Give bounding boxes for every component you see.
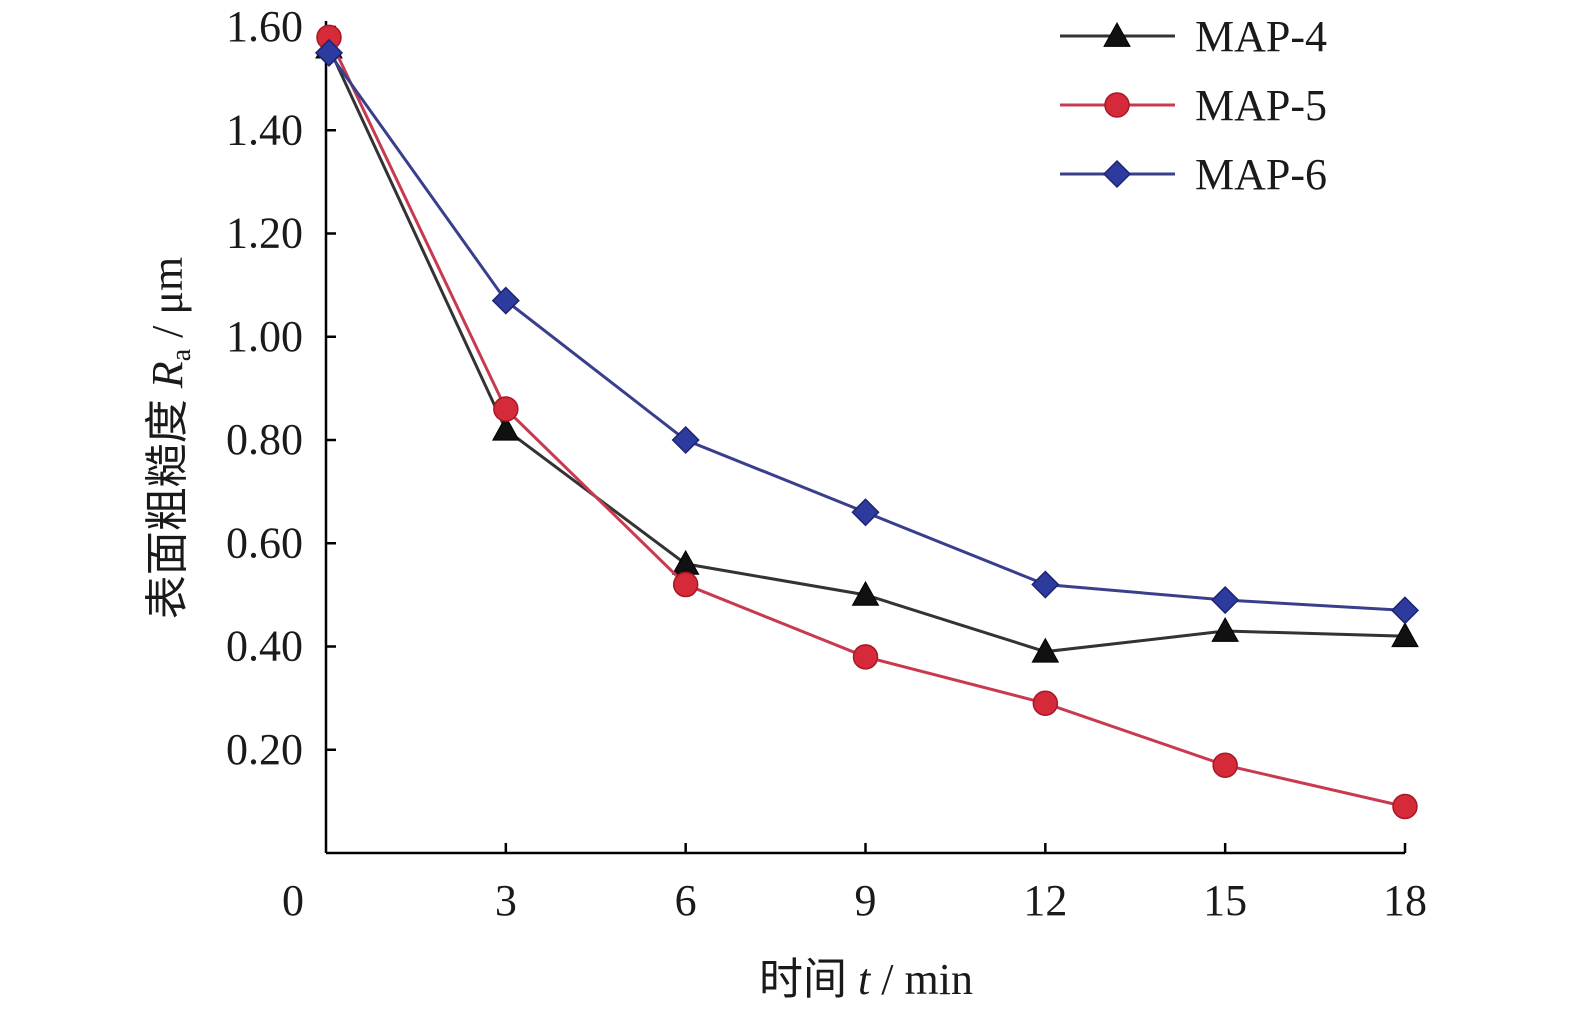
data-point-map-4 <box>671 549 700 575</box>
x-tick-label: 3 <box>495 876 517 925</box>
y-axis-title-variable: R <box>143 361 192 389</box>
y-tick-label: 0.20 <box>226 725 303 774</box>
y-axis-title-subscript: a <box>166 348 197 361</box>
data-point-map-4 <box>1391 622 1419 648</box>
data-point-map-4 <box>851 580 880 606</box>
legend-item-map-6: MAP-6 <box>1060 150 1327 199</box>
data-point-map-5 <box>1032 690 1059 717</box>
y-tick-label: 1.20 <box>226 209 303 258</box>
data-point-map-6 <box>1390 596 1420 625</box>
data-point-map-4 <box>1211 616 1240 642</box>
data-point-map-6 <box>491 286 520 315</box>
x-tick-label: 18 <box>1383 876 1427 925</box>
x-axis-title-prefix: 时间 <box>759 955 858 1004</box>
legend-label-map-6: MAP-6 <box>1195 150 1327 199</box>
legend-marker-map-5 <box>1104 92 1130 118</box>
x-axis-title: 时间 t / min <box>759 955 973 1004</box>
data-point-map-6 <box>314 38 344 67</box>
x-axis-title-unit: / min <box>870 955 973 1004</box>
data-point-map-5 <box>672 571 699 598</box>
y-tick-label: 1.00 <box>226 312 303 361</box>
legend-item-map-5: MAP-5 <box>1060 81 1327 130</box>
x-tick-label: 15 <box>1203 876 1247 925</box>
data-point-map-4 <box>491 415 520 441</box>
y-tick-label: 0.80 <box>226 415 303 464</box>
legend-label-map-4: MAP-4 <box>1195 12 1327 61</box>
x-tick-label: 9 <box>855 876 877 925</box>
legend-marker-map-6 <box>1102 159 1132 189</box>
legend: MAP-4 MAP-5 MAP-6 <box>1060 12 1327 199</box>
data-point-map-6 <box>1031 570 1060 599</box>
series-layer <box>314 24 1420 820</box>
data-point-map-6 <box>1211 585 1240 615</box>
x-tick-label: 12 <box>1023 876 1067 925</box>
y-tick-label: 0.60 <box>226 518 303 567</box>
legend-marker-map-4 <box>1103 21 1131 47</box>
legend-label-map-5: MAP-5 <box>1195 81 1327 130</box>
data-point-map-6 <box>671 425 700 455</box>
y-tick-label: 1.40 <box>226 105 303 154</box>
data-point-map-4 <box>1031 637 1060 663</box>
data-point-map-5 <box>1392 793 1418 820</box>
data-point-map-5 <box>852 644 879 670</box>
axes: 0 3 6 9 12 15 18 0.20 0.40 0.60 0.80 1.00 1.20 1.40 1.… <box>226 2 1427 925</box>
series-line-map-4 <box>327 47 1406 654</box>
x-tick-label: 6 <box>675 876 697 925</box>
y-axis-title: 表面粗糙度 Ra / μm <box>143 257 197 619</box>
series-line-map-6 <box>327 51 1406 612</box>
y-axis-title-unit: / μm <box>143 257 192 349</box>
data-point-map-6 <box>851 498 880 527</box>
legend-item-map-4: MAP-4 <box>1060 12 1327 61</box>
y-tick-label: 0.40 <box>226 622 303 671</box>
data-point-map-5 <box>493 396 519 422</box>
data-point-map-5 <box>1212 752 1238 778</box>
series-map-5 <box>316 24 1418 820</box>
y-axis-title-prefix: 表面粗糙度 <box>143 388 192 619</box>
x-tick-label: 0 <box>282 876 304 925</box>
y-tick-label: 1.60 <box>226 2 303 51</box>
x-axis-title-variable: t <box>858 955 872 1004</box>
series-map-6 <box>314 38 1420 625</box>
